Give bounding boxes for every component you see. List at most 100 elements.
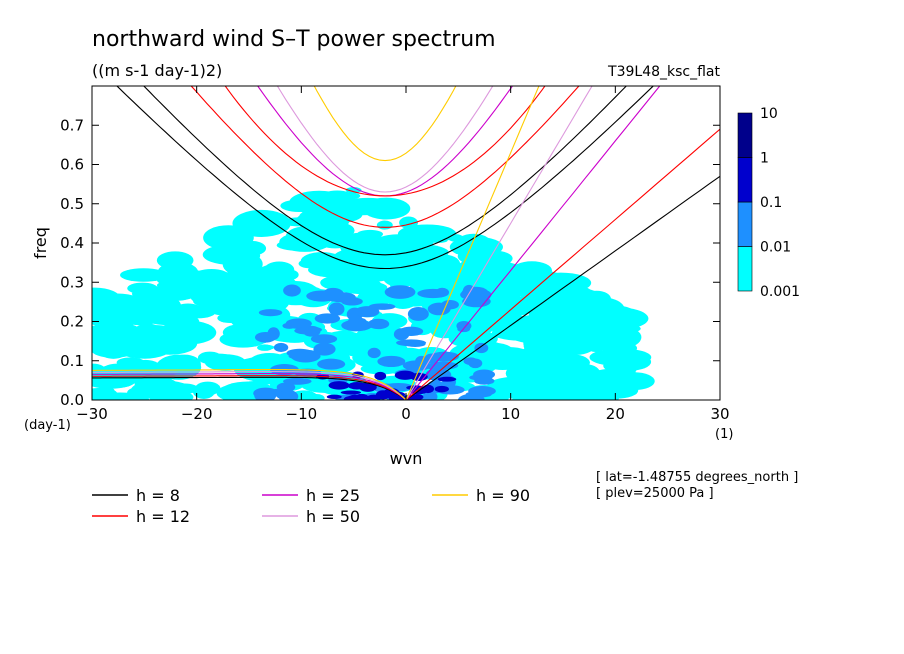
dispersion-curve [92, 373, 407, 400]
x-tick-label: 30 [710, 405, 729, 423]
contour-patch [354, 393, 369, 400]
colorbar: 0.001 0.01 0.1 1 10 [737, 106, 800, 300]
contour-patch [356, 264, 383, 281]
contour-patch [280, 199, 318, 212]
contour-patch [417, 266, 449, 287]
dispersion-curve [405, 86, 661, 400]
colorbar-band [737, 157, 753, 203]
dispersion-curve [405, 175, 720, 400]
contour-patch [478, 247, 500, 256]
legend-label: h = 8 [136, 486, 180, 505]
y-axis-unit: (day-1) [24, 418, 71, 433]
contour-patch [367, 347, 381, 359]
y-tick-label: 0.3 [60, 273, 84, 291]
contour-patch [584, 309, 644, 326]
contour-patch [345, 187, 362, 194]
contour-patch [193, 286, 235, 302]
contour-patch [310, 334, 338, 344]
y-tick-label: 0.2 [60, 313, 84, 331]
contour-patch [580, 373, 607, 384]
dispersion-curve [92, 369, 407, 400]
y-tick-label: 0.4 [60, 234, 84, 252]
colorbar-band [737, 246, 753, 292]
colorbar-band [737, 112, 753, 158]
legend-label: h = 50 [306, 507, 360, 526]
contour-patch [367, 318, 390, 330]
dispersion-curve [92, 371, 407, 400]
contour-patch [421, 384, 435, 394]
dispersion-curves [92, 86, 720, 400]
contour-patch [328, 381, 350, 390]
contour-patch [236, 240, 267, 256]
colorbar-label: 1 [760, 151, 769, 167]
dispersion-curve [116, 86, 655, 270]
contour-patch [193, 269, 229, 282]
x-axis-unit: (1) [715, 427, 733, 442]
contour-patch [161, 307, 185, 315]
contour-patch [222, 324, 256, 341]
x-axis-label: wvn [390, 449, 423, 468]
colorbar-label: 0.1 [760, 195, 782, 211]
contour-patch [404, 233, 422, 241]
contour-patch [314, 313, 341, 324]
contour-patch [545, 353, 590, 372]
contour-patch [613, 388, 627, 396]
contour-patch [392, 244, 449, 261]
contour-patch [375, 390, 391, 400]
contour-patch [339, 232, 381, 250]
contour-patch [354, 306, 380, 318]
contour-patch [341, 297, 363, 306]
contour-patch [100, 344, 127, 359]
contour-patch [495, 352, 510, 359]
dispersion-curve [92, 376, 407, 400]
dispersion-curve [92, 375, 407, 400]
power-contours [92, 187, 655, 400]
contour-patch [317, 358, 346, 370]
contour-patch [285, 318, 312, 329]
contour-patch [156, 251, 194, 270]
contour-patch [326, 394, 342, 399]
y-axis: 0.0 0.1 0.2 0.3 0.4 0.5 0.6 0.7 [60, 116, 720, 409]
contour-patch [267, 327, 280, 341]
contour-patch [511, 261, 553, 280]
contour-patch [374, 371, 387, 381]
legend-label: h = 25 [306, 486, 360, 505]
contour-patch [437, 376, 457, 382]
run-label: T39L48_ksc_flat [607, 64, 720, 80]
contour-patch [407, 307, 429, 321]
contour-patch [248, 289, 276, 305]
dispersion-curve [224, 86, 546, 197]
contour-patch [258, 309, 283, 317]
contour-patch [422, 391, 438, 400]
y-axis-label: freq [31, 227, 50, 259]
contour-patch [613, 372, 655, 391]
contour-patch [434, 385, 449, 393]
dispersion-curve [405, 128, 720, 400]
contour-patch [404, 340, 426, 348]
contour-patch [119, 268, 168, 282]
y-tick-label: 0.6 [60, 156, 84, 174]
contour-patch [283, 284, 301, 297]
x-tick-label: −10 [286, 405, 318, 423]
x-tick-label: 10 [501, 405, 520, 423]
contour-patch [463, 357, 478, 365]
dispersion-curve [313, 86, 457, 162]
contour-patch [215, 277, 252, 290]
contour-patch [127, 282, 158, 295]
contour-patch [162, 319, 191, 328]
contour-patch [473, 369, 496, 380]
dispersion-curve [257, 86, 514, 197]
contour-patch [308, 262, 359, 278]
dispersion-curve [143, 86, 628, 256]
colorbar-label: 0.001 [760, 284, 800, 300]
contour-patch [313, 342, 336, 356]
lat-annotation: [ lat=-1.48755 degrees_north ] [596, 470, 798, 485]
contour-patch [132, 336, 181, 354]
contour-patch [474, 342, 489, 354]
contour-patch [548, 312, 572, 326]
contour-patch [505, 362, 553, 385]
y-tick-label: 0.7 [60, 116, 84, 134]
contour-patch [465, 391, 492, 398]
contour-patch [322, 287, 345, 302]
contour-patch [273, 342, 289, 353]
